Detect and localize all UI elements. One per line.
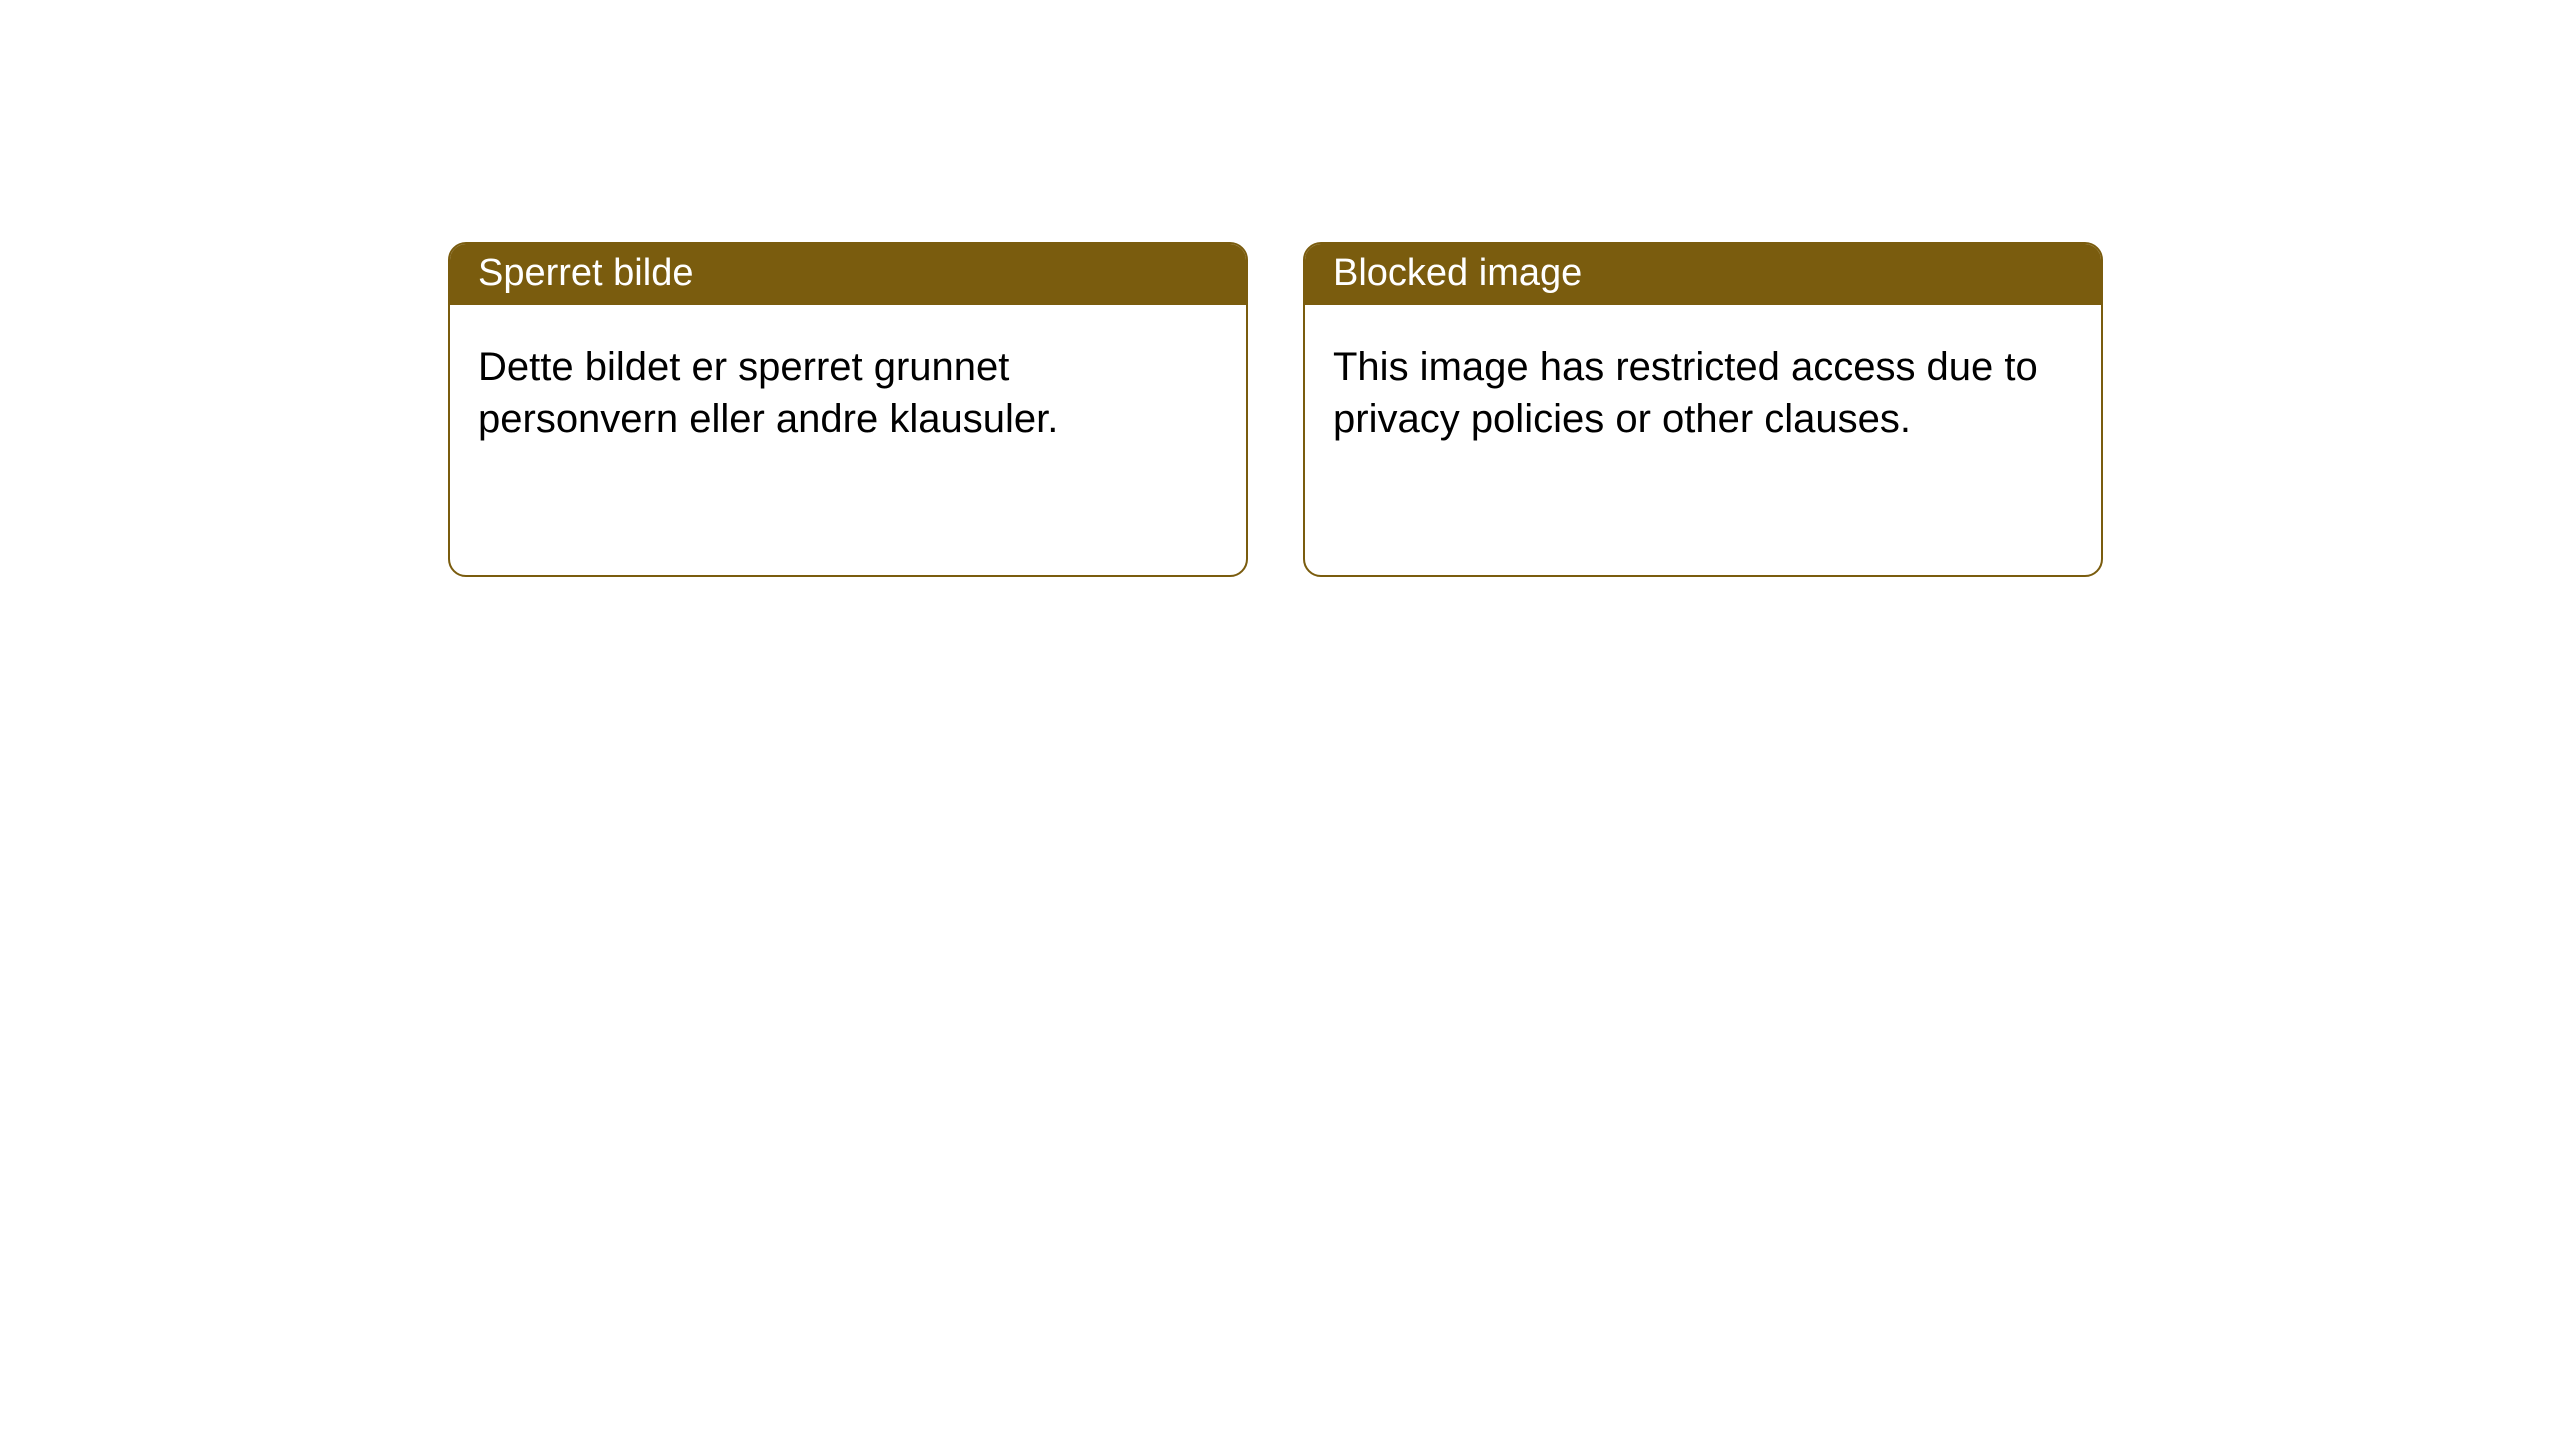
notice-title: Blocked image	[1333, 252, 1582, 294]
notice-body: Dette bildet er sperret grunnet personve…	[450, 305, 1246, 473]
notice-title: Sperret bilde	[478, 252, 693, 294]
notice-card-norwegian: Sperret bilde Dette bildet er sperret gr…	[448, 242, 1248, 577]
notice-message: Dette bildet er sperret grunnet personve…	[478, 345, 1058, 441]
notice-header: Blocked image	[1305, 244, 2101, 305]
notice-message: This image has restricted access due to …	[1333, 345, 2038, 441]
notice-header: Sperret bilde	[450, 244, 1246, 305]
notice-body: This image has restricted access due to …	[1305, 305, 2101, 473]
notice-card-english: Blocked image This image has restricted …	[1303, 242, 2103, 577]
notice-container: Sperret bilde Dette bildet er sperret gr…	[448, 242, 2103, 577]
